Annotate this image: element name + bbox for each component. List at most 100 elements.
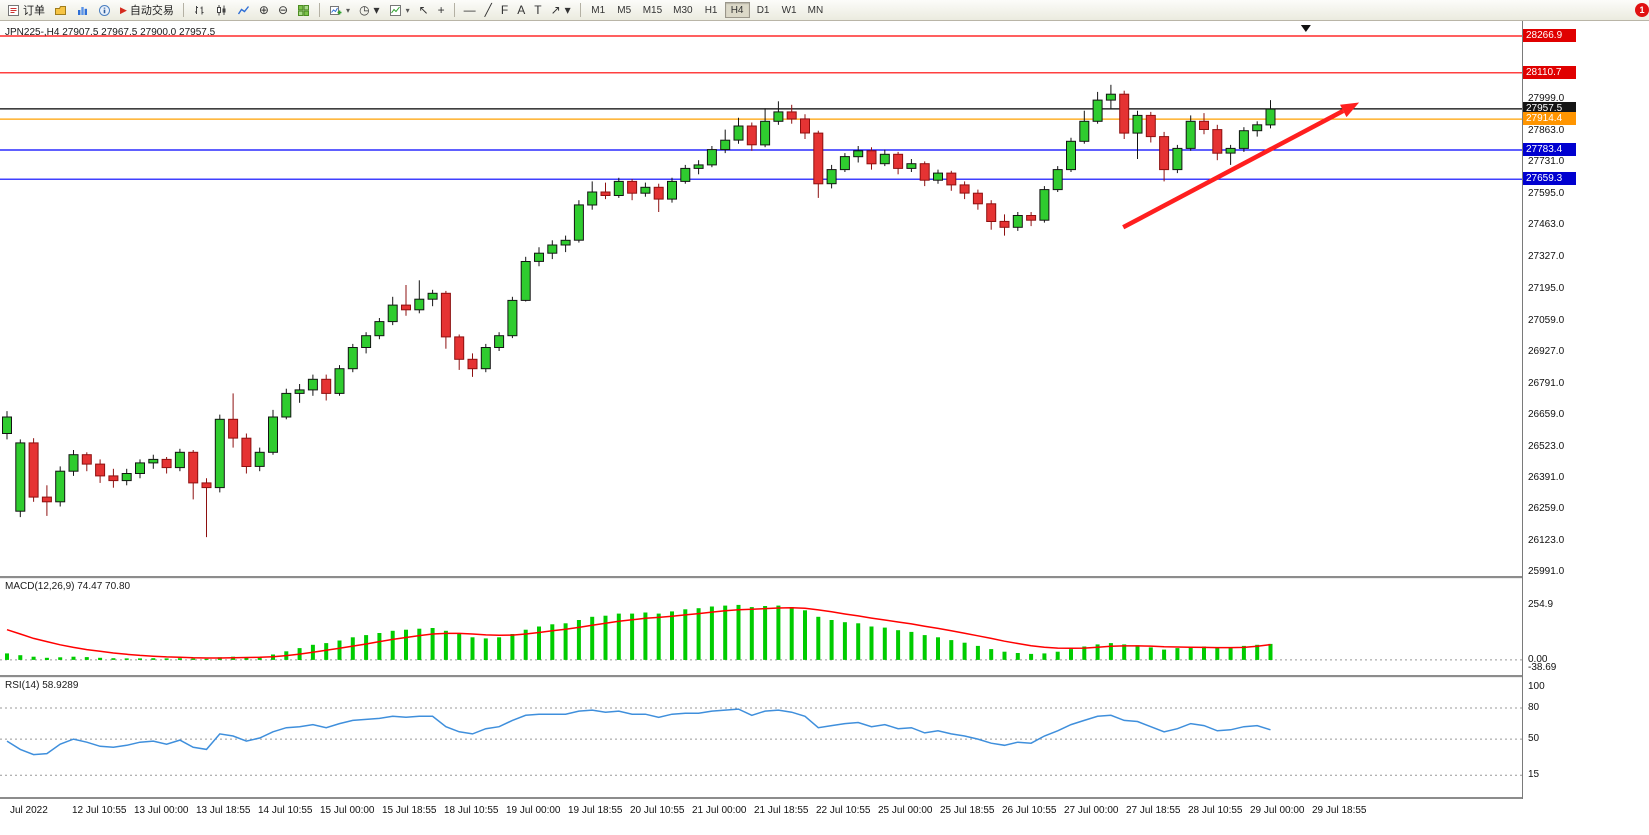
new-chart-button[interactable]: ▾ xyxy=(325,2,354,19)
new-order-icon xyxy=(8,4,19,16)
price-scale-label: 254.9 xyxy=(1528,598,1554,610)
price-badge: 27783.4 xyxy=(1523,142,1576,156)
autotrading-button[interactable]: ▶ 自动交易 xyxy=(116,2,178,19)
time-axis-label: 22 Jul 10:55 xyxy=(816,805,871,816)
horizontal-line-button[interactable]: — xyxy=(460,2,480,19)
crosshair-button[interactable]: + xyxy=(434,2,449,19)
cursor-button[interactable]: ↖ xyxy=(415,2,433,19)
trendline-icon: ╱ xyxy=(484,3,492,17)
chart-title: JPN225-,H4 27907.5 27967.5 27900.0 27957… xyxy=(5,27,216,38)
toolbar-separator xyxy=(319,3,321,17)
time-axis-label: 15 Jul 00:00 xyxy=(320,805,375,816)
tile-windows-button[interactable] xyxy=(293,2,314,19)
price-scale-label: 15 xyxy=(1528,769,1540,781)
rsi-indicator-pane[interactable] xyxy=(0,677,1522,797)
price-scale-label: 27863.0 xyxy=(1528,125,1565,137)
autotrading-icon: ▶ xyxy=(120,4,127,15)
timeframe-button-d1[interactable]: D1 xyxy=(751,2,776,18)
time-axis-label: 21 Jul 00:00 xyxy=(692,805,747,816)
tile-windows-icon xyxy=(298,4,310,16)
price-scale-label: 80 xyxy=(1528,702,1540,714)
new-chart-icon xyxy=(330,5,342,15)
line-chart-button[interactable] xyxy=(233,2,254,19)
timeframe-button-m1[interactable]: M1 xyxy=(586,2,611,18)
price-scale-label: -38.69 xyxy=(1528,662,1557,674)
price-scale-label: 26523.0 xyxy=(1528,440,1565,452)
arrows-button[interactable]: ↗ ▾ xyxy=(547,2,575,19)
navigator-button[interactable] xyxy=(94,2,115,19)
new-order-button[interactable]: 订单 xyxy=(3,2,49,19)
time-axis-label: 29 Jul 00:00 xyxy=(1250,805,1305,816)
fibonacci-icon: F xyxy=(500,3,509,17)
notification-count: 1 xyxy=(1639,5,1645,15)
rsi-label: RSI(14) 58.9289 xyxy=(5,680,79,691)
price-scale-label: 27195.0 xyxy=(1528,282,1565,294)
text-icon: A xyxy=(517,3,526,17)
zoom-in-icon: ⊕ xyxy=(258,3,269,17)
trendline-button[interactable]: ╱ xyxy=(481,2,496,19)
arrows-icon: ↗ xyxy=(550,3,561,17)
chart-profiles-button[interactable] xyxy=(50,2,71,19)
dropdown-caret-icon: ▾ xyxy=(405,5,410,15)
templates-button[interactable]: ▾ xyxy=(385,2,414,19)
macd-indicator-pane[interactable] xyxy=(0,578,1522,675)
timeframe-button-h1[interactable]: H1 xyxy=(699,2,724,18)
text-label-icon: T xyxy=(534,3,542,17)
time-axis-label: 27 Jul 18:55 xyxy=(1126,805,1181,816)
candlestick-chart-icon xyxy=(216,4,226,15)
price-scale-label: 27999.0 xyxy=(1528,93,1565,105)
price-scale-label: 50 xyxy=(1528,733,1540,745)
timeframe-group: M1 M5 M15 M30 H1 H4 D1 W1 MN xyxy=(586,2,828,18)
price-scale-label: 26927.0 xyxy=(1528,345,1565,357)
timeframe-button-m15[interactable]: M15 xyxy=(638,2,667,18)
price-scale[interactable]: 27999.0 27863.0 27731.0 27595.0 27463.0 27327… xyxy=(1522,20,1649,799)
timeframe-button-m30[interactable]: M30 xyxy=(668,2,697,18)
time-axis-label: 18 Jul 10:55 xyxy=(444,805,499,816)
price-badge: 27957.5 xyxy=(1523,101,1576,115)
pane-separator[interactable] xyxy=(0,576,1649,579)
chart-profiles-icon xyxy=(55,5,66,15)
autotrading-label: 自动交易 xyxy=(129,5,174,17)
timeframe-button-m5[interactable]: M5 xyxy=(612,2,637,18)
time-axis-label: 20 Jul 10:55 xyxy=(630,805,685,816)
pane-separator[interactable] xyxy=(0,675,1649,678)
timeframe-button-mn[interactable]: MN xyxy=(803,2,829,18)
time-axis[interactable]: Jul 2022 12 Jul 10:55 13 Jul 00:00 13 Jul 1… xyxy=(0,799,1649,835)
time-axis-label: 12 Jul 10:55 xyxy=(72,805,127,816)
bar-chart-button[interactable] xyxy=(189,2,210,19)
timeframe-button-w1[interactable]: W1 xyxy=(777,2,802,18)
time-axis-label: 25 Jul 18:55 xyxy=(940,805,995,816)
main-chart-canvas[interactable] xyxy=(0,20,1522,576)
toolbar-separator xyxy=(579,3,581,17)
cursor-icon: ↖ xyxy=(418,3,429,17)
dropdown-caret-icon: ▾ xyxy=(564,3,571,17)
dropdown-caret-icon: ▾ xyxy=(346,5,351,15)
new-order-label: 订单 xyxy=(23,5,45,17)
market-watch-icon xyxy=(78,6,87,15)
price-scale-label: 26259.0 xyxy=(1528,503,1565,515)
chart-window: JPN225-,H4 27907.5 27967.5 27900.0 27957… xyxy=(0,20,1649,835)
time-axis-label: 13 Jul 18:55 xyxy=(196,805,251,816)
toolbar-separator xyxy=(453,3,455,17)
time-axis-label: 19 Jul 18:55 xyxy=(568,805,623,816)
notification-badge[interactable]: 1 xyxy=(1635,3,1649,17)
price-scale-label: 27327.0 xyxy=(1528,251,1565,263)
time-axis-label: 19 Jul 00:00 xyxy=(506,805,561,816)
macd-label: MACD(12,26,9) 74.47 70.80 xyxy=(5,581,131,592)
text-button[interactable]: A xyxy=(513,2,529,19)
line-chart-icon xyxy=(237,5,249,14)
price-scale-label: 0.00 xyxy=(1528,653,1548,665)
price-scale-label: 27059.0 xyxy=(1528,314,1565,326)
timeframe-button-h4[interactable]: H4 xyxy=(724,2,750,18)
zoom-out-button[interactable]: ⊖ xyxy=(274,2,292,19)
market-watch-button[interactable] xyxy=(72,2,93,19)
price-scale-label: 26391.0 xyxy=(1528,471,1565,483)
fibonacci-button[interactable]: F xyxy=(497,2,512,19)
price-scale-label: 100 xyxy=(1528,681,1545,693)
dropdown-caret-icon: ▾ xyxy=(373,3,380,17)
text-label-button[interactable]: T xyxy=(530,2,545,19)
price-scale-label: 27731.0 xyxy=(1528,156,1565,168)
zoom-in-button[interactable]: ⊕ xyxy=(255,2,273,19)
candlestick-chart-button[interactable] xyxy=(211,2,232,19)
period-button[interactable]: ◷ ▾ xyxy=(355,2,384,19)
